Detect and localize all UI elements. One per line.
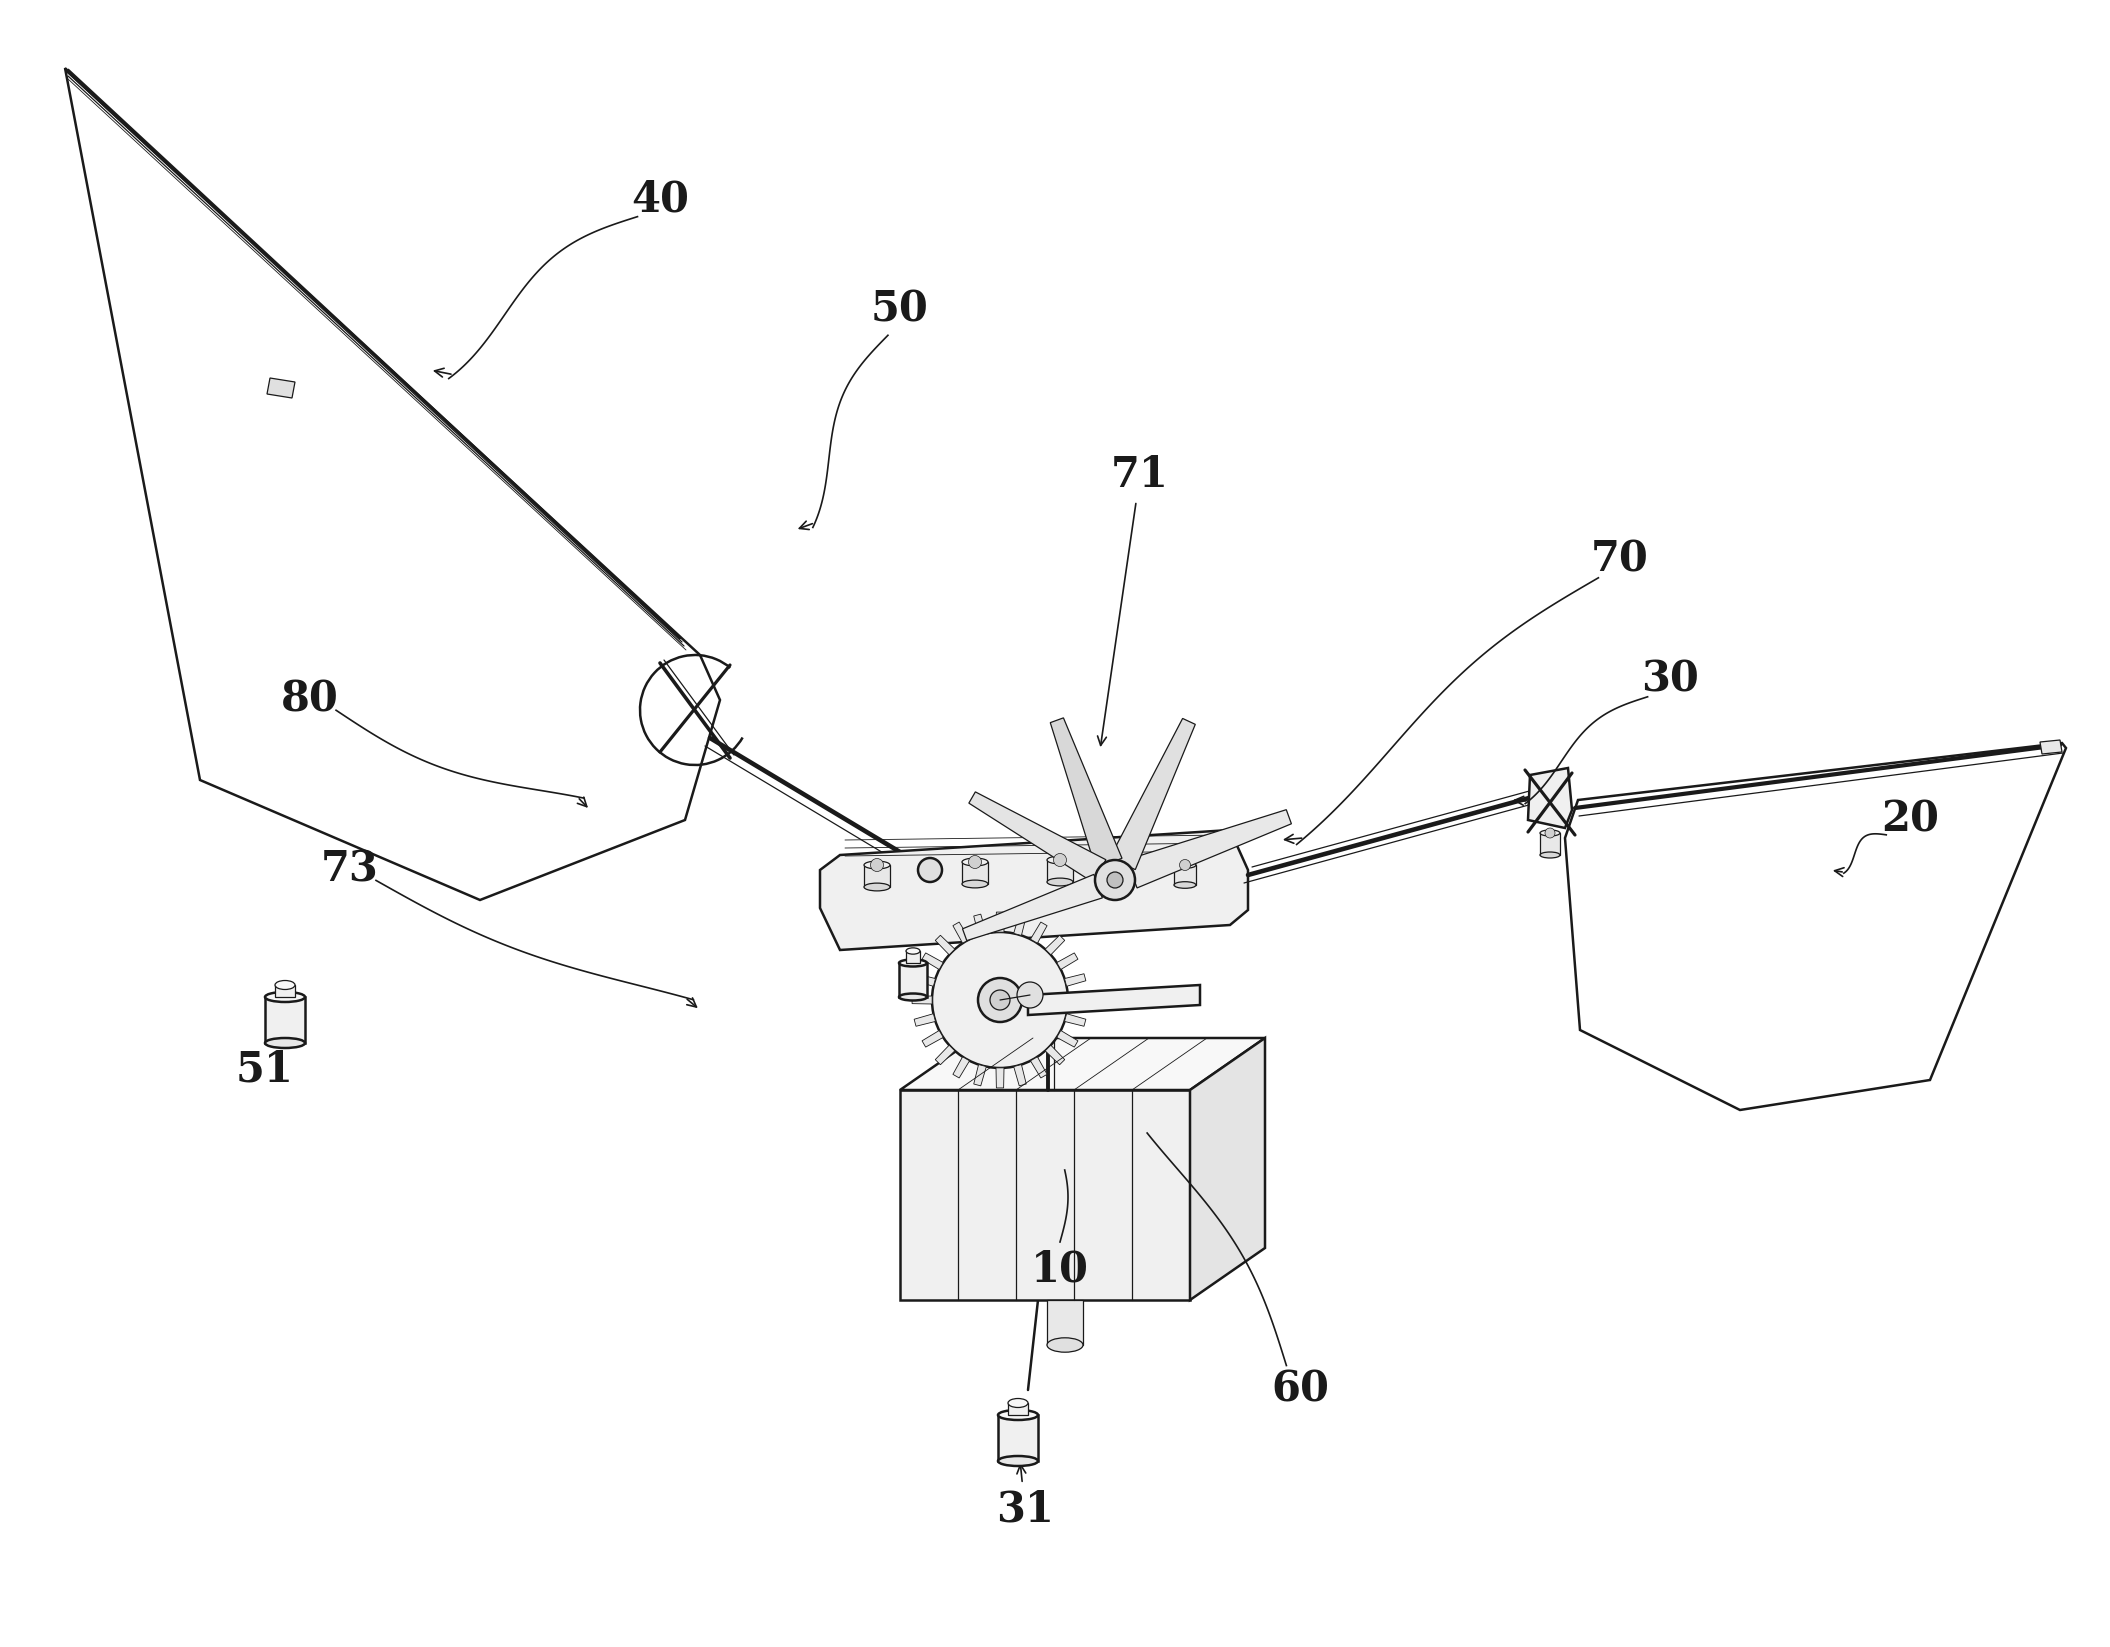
Circle shape bbox=[990, 990, 1011, 1010]
Circle shape bbox=[1095, 860, 1135, 899]
Text: 20: 20 bbox=[1880, 799, 1939, 842]
Polygon shape bbox=[1047, 1299, 1082, 1346]
Circle shape bbox=[1053, 853, 1066, 866]
Ellipse shape bbox=[905, 949, 920, 954]
Polygon shape bbox=[973, 914, 985, 935]
Polygon shape bbox=[968, 792, 1106, 883]
Ellipse shape bbox=[1540, 830, 1559, 837]
Polygon shape bbox=[914, 973, 935, 987]
Polygon shape bbox=[899, 963, 926, 996]
Polygon shape bbox=[912, 996, 933, 1005]
Ellipse shape bbox=[998, 1410, 1038, 1420]
Circle shape bbox=[1108, 871, 1123, 888]
Polygon shape bbox=[1028, 985, 1201, 1015]
Ellipse shape bbox=[899, 993, 926, 1000]
Circle shape bbox=[918, 858, 941, 883]
Ellipse shape bbox=[1047, 856, 1074, 865]
Circle shape bbox=[933, 932, 1068, 1067]
Polygon shape bbox=[914, 1013, 935, 1026]
Polygon shape bbox=[2040, 740, 2061, 754]
Polygon shape bbox=[863, 865, 890, 888]
Polygon shape bbox=[1057, 1031, 1078, 1047]
Ellipse shape bbox=[1173, 881, 1196, 888]
Circle shape bbox=[979, 978, 1021, 1023]
Ellipse shape bbox=[266, 1038, 306, 1047]
Polygon shape bbox=[1051, 718, 1123, 868]
Circle shape bbox=[1017, 982, 1042, 1008]
Polygon shape bbox=[901, 1090, 1190, 1299]
Polygon shape bbox=[905, 950, 920, 963]
Ellipse shape bbox=[998, 1456, 1038, 1466]
Text: 50: 50 bbox=[871, 288, 928, 331]
Polygon shape bbox=[935, 935, 956, 955]
Polygon shape bbox=[1066, 973, 1087, 987]
Ellipse shape bbox=[962, 858, 987, 866]
Ellipse shape bbox=[962, 879, 987, 888]
Ellipse shape bbox=[899, 960, 926, 967]
Polygon shape bbox=[266, 996, 306, 1043]
Polygon shape bbox=[1044, 935, 1066, 955]
Polygon shape bbox=[1057, 954, 1078, 970]
Polygon shape bbox=[1540, 833, 1559, 855]
Text: 70: 70 bbox=[1591, 539, 1648, 581]
Text: 73: 73 bbox=[321, 848, 380, 891]
Polygon shape bbox=[901, 1038, 1266, 1090]
Circle shape bbox=[968, 855, 981, 868]
Polygon shape bbox=[954, 922, 968, 944]
Polygon shape bbox=[1566, 743, 2066, 1110]
Text: 31: 31 bbox=[996, 1489, 1053, 1532]
Ellipse shape bbox=[1009, 1398, 1028, 1408]
Polygon shape bbox=[922, 1031, 943, 1047]
Ellipse shape bbox=[863, 861, 890, 870]
Polygon shape bbox=[1013, 1064, 1025, 1085]
Ellipse shape bbox=[266, 991, 306, 1001]
Polygon shape bbox=[1066, 1013, 1087, 1026]
Ellipse shape bbox=[1173, 861, 1196, 868]
Polygon shape bbox=[1044, 1046, 1066, 1064]
Text: 60: 60 bbox=[1270, 1369, 1329, 1411]
Circle shape bbox=[1545, 828, 1555, 838]
Circle shape bbox=[1179, 860, 1190, 871]
Polygon shape bbox=[1030, 922, 1047, 944]
Polygon shape bbox=[65, 68, 720, 899]
Polygon shape bbox=[922, 954, 943, 970]
Polygon shape bbox=[1173, 865, 1196, 884]
Polygon shape bbox=[1030, 1057, 1047, 1077]
Ellipse shape bbox=[1540, 851, 1559, 858]
Circle shape bbox=[871, 858, 884, 871]
Polygon shape bbox=[1528, 768, 1572, 828]
Polygon shape bbox=[962, 875, 1101, 940]
Text: 40: 40 bbox=[631, 180, 690, 221]
Polygon shape bbox=[1013, 914, 1025, 935]
Polygon shape bbox=[821, 830, 1247, 950]
Polygon shape bbox=[935, 1046, 956, 1064]
Polygon shape bbox=[954, 1057, 968, 1077]
Ellipse shape bbox=[274, 980, 295, 990]
Polygon shape bbox=[996, 1067, 1004, 1089]
Text: 80: 80 bbox=[281, 679, 340, 721]
Text: 10: 10 bbox=[1032, 1248, 1089, 1291]
Ellipse shape bbox=[1047, 1337, 1082, 1352]
Polygon shape bbox=[996, 912, 1004, 932]
Polygon shape bbox=[268, 379, 295, 399]
Text: 30: 30 bbox=[1642, 659, 1699, 702]
Text: 51: 51 bbox=[236, 1049, 293, 1090]
Ellipse shape bbox=[863, 883, 890, 891]
Polygon shape bbox=[1110, 718, 1194, 870]
Polygon shape bbox=[1127, 810, 1291, 888]
Polygon shape bbox=[274, 985, 295, 996]
Text: 71: 71 bbox=[1112, 455, 1169, 496]
Polygon shape bbox=[1068, 996, 1089, 1005]
Polygon shape bbox=[1047, 860, 1074, 883]
Polygon shape bbox=[973, 1064, 985, 1085]
Polygon shape bbox=[998, 1415, 1038, 1461]
Polygon shape bbox=[962, 861, 987, 884]
Polygon shape bbox=[1009, 1403, 1028, 1415]
Ellipse shape bbox=[1047, 878, 1074, 886]
Polygon shape bbox=[1190, 1038, 1266, 1299]
